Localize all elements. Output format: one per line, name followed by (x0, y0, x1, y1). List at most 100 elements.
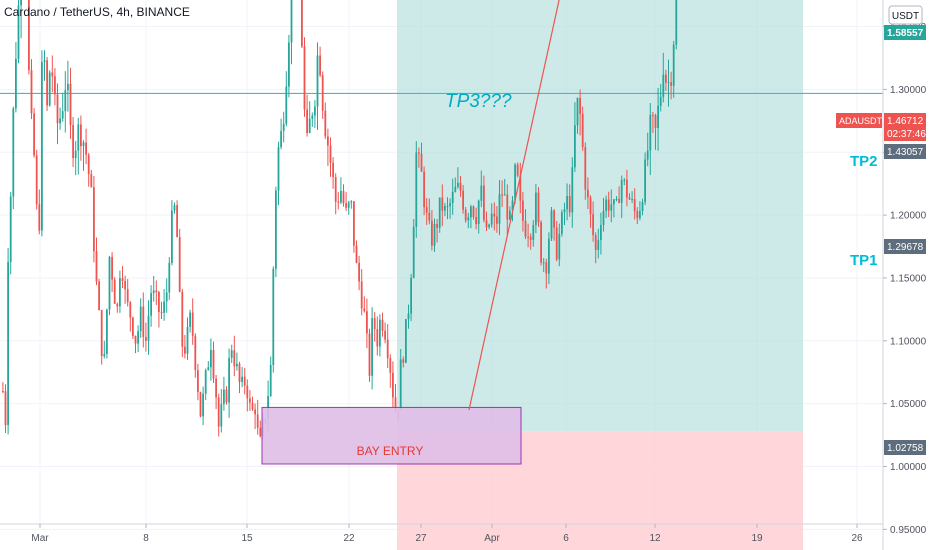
candle-body (9, 196, 12, 262)
tp2-label: TP2 (850, 153, 878, 170)
candle-body (217, 397, 220, 427)
candle-body (4, 391, 7, 426)
candle-body (334, 177, 337, 202)
candle-body (345, 203, 347, 208)
time-tick-label: 12 (649, 533, 661, 544)
price-tick-label: 0.95000 (890, 525, 927, 536)
candle-body (620, 180, 623, 203)
candle-body (72, 125, 74, 159)
candle-body (636, 211, 639, 219)
candle-body (137, 331, 139, 344)
candle-body (116, 303, 119, 307)
candle-body (51, 72, 54, 77)
candle-body (584, 147, 587, 190)
candle-body (246, 385, 249, 399)
candle-body (490, 213, 493, 225)
candle-body (277, 147, 280, 191)
candle-body (38, 204, 41, 231)
entry-label: BAY ENTRY (357, 444, 424, 458)
candle-body (355, 245, 358, 263)
candle-body (186, 326, 189, 354)
entry-tag-bg (884, 440, 926, 455)
time-tick-label: 22 (343, 533, 355, 544)
candle-body (542, 262, 545, 264)
candle-body (152, 290, 155, 294)
candle-countdown: 02:37:46 (887, 129, 926, 140)
candle-body (43, 60, 46, 62)
candle-body (207, 367, 210, 371)
candle-body (194, 335, 197, 371)
trend-line (468, 0, 560, 411)
candle-body (553, 210, 555, 228)
candle-body (550, 210, 553, 239)
candle-body (160, 312, 163, 314)
candle-body (600, 224, 602, 240)
level-lines (0, 92, 883, 95)
candle-body (511, 200, 514, 211)
candle-body (561, 212, 563, 234)
candle-body (366, 311, 368, 334)
candle-body (77, 124, 80, 151)
candle-body (158, 292, 160, 313)
candle-body (464, 209, 467, 221)
candle-body (420, 153, 423, 172)
time-tick-label: 19 (751, 533, 763, 544)
candle-body (394, 397, 397, 410)
candle-body (54, 76, 56, 95)
candle-body (347, 202, 350, 208)
candle-body (558, 233, 561, 260)
candle-body (176, 205, 178, 238)
tp2-price-tag: 1.43057 (884, 144, 926, 159)
candle-body (269, 365, 272, 397)
candle-body (184, 346, 186, 354)
candle-body (594, 235, 597, 250)
candle-body (566, 196, 568, 210)
candle-body (672, 44, 675, 86)
candle-body (431, 220, 433, 246)
candle-body (202, 393, 204, 417)
candle-body (241, 376, 243, 382)
candle-body (155, 290, 158, 293)
current-symbol-tag: ADAUSDT (836, 113, 883, 128)
candle-body (145, 337, 147, 341)
candle-body (423, 171, 425, 208)
candle-body (386, 339, 389, 359)
candle-body (100, 310, 103, 357)
candle-body (459, 182, 462, 191)
candle-body (535, 192, 537, 225)
candle-body (418, 152, 420, 154)
candle-body (381, 319, 384, 331)
candle-body (210, 349, 212, 368)
candle-body (665, 74, 667, 83)
candle-body (384, 330, 386, 340)
current-price-tag-bg (884, 113, 926, 141)
candle-body (168, 262, 171, 293)
candle-body (659, 96, 662, 106)
candle-body (610, 204, 613, 211)
candle-body (524, 220, 527, 237)
candle-body (579, 97, 581, 114)
time-tick-label: Apr (484, 533, 500, 544)
candle-body (649, 114, 652, 151)
currency-badge[interactable]: USDT (888, 5, 923, 25)
candle-body (225, 389, 228, 403)
candle-body (532, 224, 535, 240)
candle-body (462, 190, 464, 210)
candle-body (199, 392, 202, 417)
symbol-tag-text: ADAUSDT (839, 116, 883, 126)
candle-body (90, 174, 93, 188)
candle-body (165, 292, 168, 302)
candle-body (33, 113, 35, 156)
candle-body (587, 189, 589, 198)
candle-body (350, 201, 353, 203)
candle-body (607, 199, 610, 211)
candle-body (589, 197, 592, 215)
candle-body (15, 58, 17, 109)
candle-body (215, 378, 217, 398)
candle-body (545, 262, 548, 274)
time-axis[interactable]: Mar 8 15 22 27 Apr 6 12 19 26 (31, 524, 863, 544)
candle-body (20, 0, 22, 6)
candle-body (69, 83, 72, 126)
candle-body (522, 200, 524, 221)
